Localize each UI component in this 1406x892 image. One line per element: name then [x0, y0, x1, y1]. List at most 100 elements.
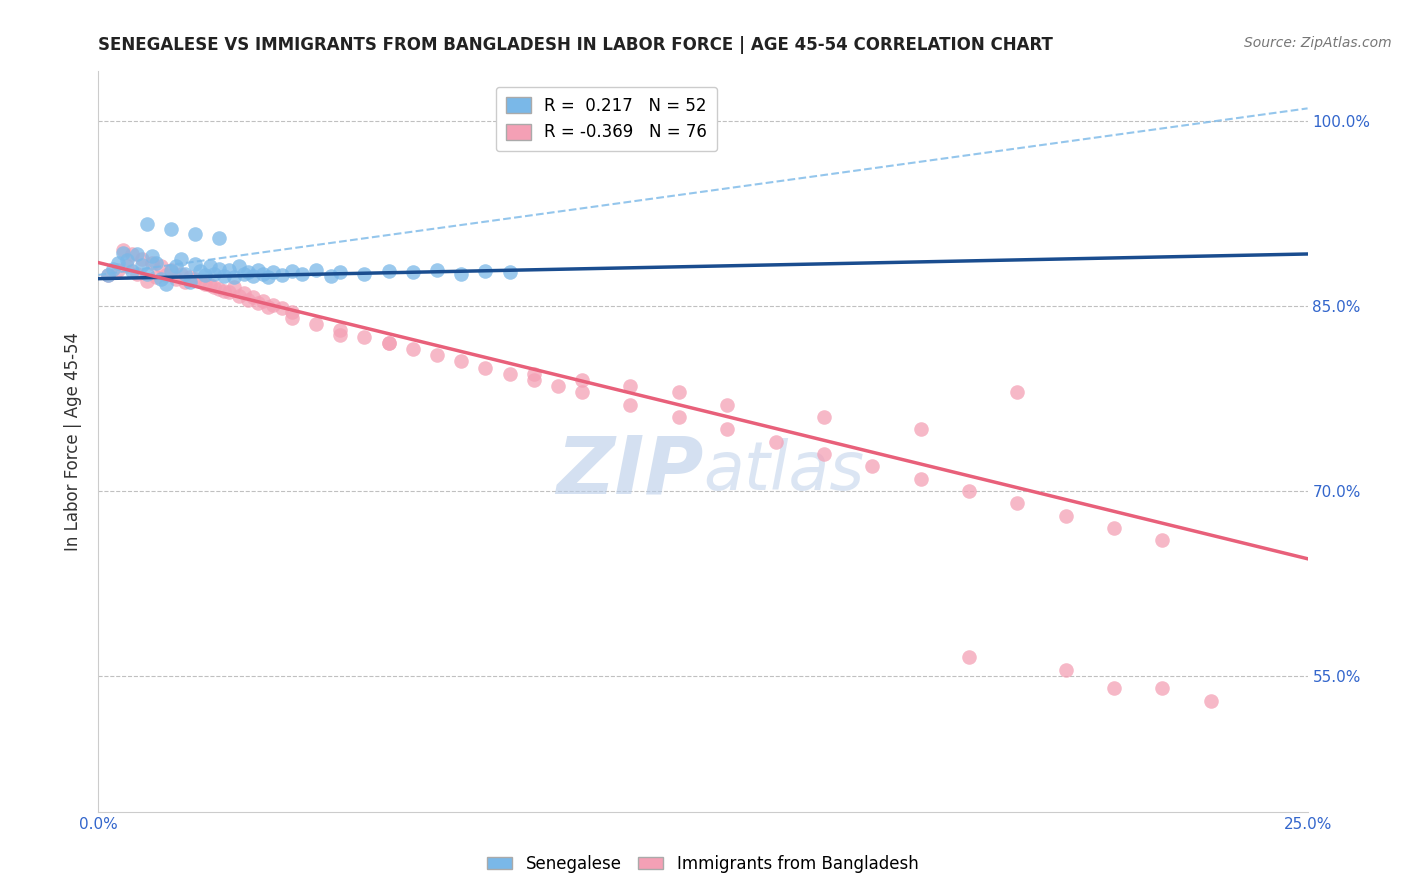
Point	[619, 379, 641, 393]
Point	[174, 276, 197, 290]
Point	[1054, 508, 1077, 523]
Point	[1007, 385, 1029, 400]
Point	[165, 271, 187, 285]
Point	[107, 255, 129, 269]
Point	[716, 422, 738, 436]
Point	[426, 348, 449, 362]
Point	[523, 367, 546, 381]
Point	[135, 218, 157, 232]
Point	[107, 263, 129, 277]
Point	[619, 398, 641, 412]
Point	[150, 260, 173, 274]
Point	[208, 231, 231, 245]
Point	[1152, 533, 1174, 548]
Point	[135, 274, 157, 288]
Point	[242, 269, 264, 284]
Point	[1054, 663, 1077, 677]
Text: Source: ZipAtlas.com: Source: ZipAtlas.com	[1244, 36, 1392, 50]
Point	[184, 271, 207, 285]
Point	[212, 269, 235, 284]
Point	[247, 296, 270, 310]
Point	[204, 267, 226, 281]
Point	[232, 267, 254, 281]
Point	[957, 483, 980, 498]
Point	[498, 265, 520, 279]
Point	[208, 281, 231, 295]
Point	[111, 245, 134, 260]
Text: atlas: atlas	[703, 438, 865, 504]
Point	[426, 263, 449, 277]
Point	[228, 289, 250, 303]
Point	[305, 263, 328, 277]
Point	[281, 264, 304, 278]
Point	[184, 257, 207, 271]
Point	[228, 260, 250, 274]
Point	[402, 342, 425, 356]
Point	[1199, 694, 1222, 708]
Point	[271, 301, 294, 316]
Point	[319, 269, 342, 284]
Point	[765, 434, 787, 449]
Point	[174, 267, 197, 281]
Point	[145, 255, 167, 269]
Legend: Senegalese, Immigrants from Bangladesh: Senegalese, Immigrants from Bangladesh	[481, 848, 925, 880]
Point	[97, 268, 120, 282]
Point	[131, 258, 153, 272]
Point	[222, 280, 245, 294]
Point	[155, 268, 177, 282]
Point	[256, 270, 278, 285]
Point	[117, 260, 139, 274]
Point	[204, 280, 226, 294]
Point	[218, 285, 240, 300]
Point	[117, 253, 139, 268]
Point	[281, 305, 304, 319]
Point	[194, 268, 217, 282]
Point	[256, 300, 278, 314]
Text: ZIP: ZIP	[555, 432, 703, 510]
Point	[1007, 496, 1029, 510]
Point	[329, 265, 352, 279]
Point	[668, 409, 690, 424]
Point	[242, 290, 264, 304]
Point	[305, 318, 328, 332]
Point	[523, 373, 546, 387]
Point	[1102, 521, 1125, 535]
Point	[179, 276, 201, 290]
Point	[450, 267, 472, 281]
Point	[910, 472, 932, 486]
Point	[222, 270, 245, 285]
Point	[97, 268, 120, 282]
Point	[1102, 681, 1125, 696]
Point	[160, 264, 183, 278]
Point	[165, 260, 187, 274]
Point	[135, 267, 157, 281]
Point	[194, 277, 217, 291]
Point	[281, 311, 304, 326]
Point	[155, 277, 177, 291]
Point	[247, 263, 270, 277]
Point	[212, 284, 235, 298]
Point	[377, 335, 399, 350]
Point	[145, 270, 167, 285]
Point	[252, 293, 274, 308]
Point	[474, 360, 496, 375]
Point	[127, 247, 149, 261]
Point	[1152, 681, 1174, 696]
Point	[127, 267, 149, 281]
Point	[571, 373, 593, 387]
Point	[262, 297, 284, 311]
Point	[160, 222, 183, 236]
Point	[169, 267, 191, 281]
Point	[571, 385, 593, 400]
Point	[188, 274, 211, 288]
Point	[184, 227, 207, 242]
Point	[716, 398, 738, 412]
Point	[402, 265, 425, 279]
Point	[474, 264, 496, 278]
Point	[271, 268, 294, 282]
Point	[377, 264, 399, 278]
Point	[957, 650, 980, 665]
Point	[252, 267, 274, 281]
Point	[813, 447, 835, 461]
Point	[329, 328, 352, 343]
